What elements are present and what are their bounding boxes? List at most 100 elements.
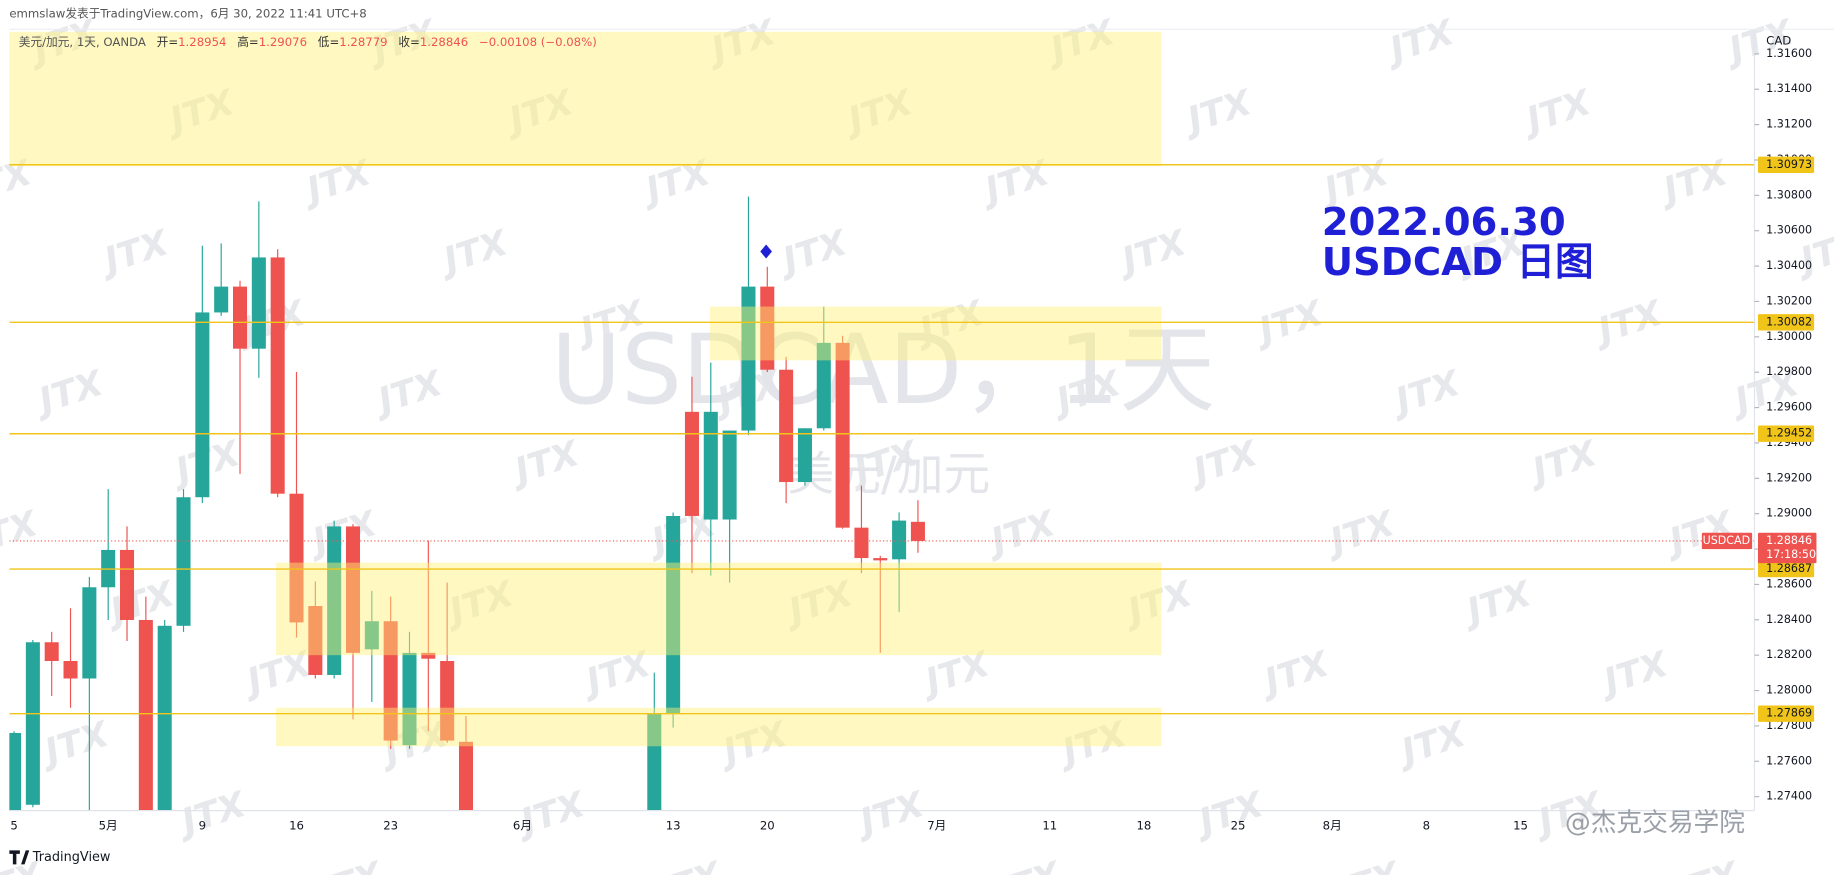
level-tag [1757, 314, 1815, 331]
y-tick-label: 1.29200 [1766, 471, 1812, 484]
y-tick-label: 1.27400 [1766, 790, 1812, 803]
legend-value: 1.29076 [259, 35, 307, 49]
level-tag [1757, 705, 1815, 722]
level-label: 1.30082 [1766, 315, 1812, 328]
legend-label: 收= [398, 35, 419, 49]
candle-body [63, 661, 78, 679]
x-tick-label: 18 [1136, 818, 1151, 832]
candle-body [816, 342, 831, 429]
candle-body [440, 661, 455, 741]
annotation-title: USDCAD 日图 [1322, 240, 1594, 285]
candle-body [383, 621, 398, 741]
y-tick-label: 1.30400 [1766, 259, 1812, 272]
candle-body [873, 558, 888, 561]
level-label: 1.27869 [1766, 707, 1812, 720]
header: emmslaw发表于TradingView.com，6月 30, 2022 11… [9, 7, 366, 21]
x-tick-label: 8 [1423, 818, 1430, 832]
y-tick-label: 1.28200 [1766, 648, 1812, 661]
y-tick-label: 1.31400 [1766, 82, 1812, 95]
x-tick-label: 25 [1231, 818, 1246, 832]
level-tag [1757, 560, 1815, 578]
legend-label: 低= [318, 35, 339, 49]
x-tick-label: 20 [760, 818, 775, 832]
level-label: 1.28687 [1766, 562, 1812, 575]
candle-body [835, 342, 850, 528]
legend-label: 高= [237, 35, 258, 49]
candle-body [214, 286, 229, 313]
x-tick-label: 8月 [1323, 818, 1342, 832]
y-tick-label: 1.31200 [1766, 118, 1812, 131]
plot-area [9, 31, 1755, 811]
candle-body [157, 625, 172, 811]
y-tick-label: 1.29600 [1766, 401, 1812, 414]
candle-body [364, 621, 379, 650]
y-tick-label: 1.30000 [1766, 330, 1812, 343]
x-tick-label: 5 [10, 818, 17, 832]
y-tick-label: 1.30200 [1766, 294, 1812, 307]
credit: @杰克交易学院 [1565, 808, 1745, 838]
brand: TradingView [9, 850, 110, 865]
candle-body [421, 652, 436, 659]
legend-value: 1.28846 [420, 35, 468, 49]
candle-body [251, 257, 266, 349]
x-tick-label: 16 [289, 818, 304, 832]
candle-body [666, 515, 681, 714]
countdown: 17:18:50 [1766, 548, 1816, 561]
candle-body [684, 411, 699, 516]
y-tick-label: 1.27800 [1766, 719, 1812, 732]
candle-body [458, 741, 474, 811]
x-tick-label: 11 [1042, 818, 1057, 832]
x-tick-label: 13 [666, 818, 681, 832]
candle-body [176, 497, 191, 626]
candle-body [308, 606, 323, 675]
y-tick-label: 1.28000 [1766, 684, 1812, 697]
x-tick-label: 9 [199, 818, 206, 832]
candle-body [797, 428, 812, 483]
candle-body [44, 642, 59, 662]
y-tick-label: 1.27600 [1766, 754, 1812, 767]
level-label: 1.29452 [1766, 427, 1812, 440]
level-label: 1.30973 [1766, 158, 1812, 171]
candle-body [9, 732, 22, 811]
zone [9, 31, 1162, 167]
axis-layer: 1.27400 1.27600 1.27800 1.28000 1.28200 1.284… [10, 47, 1817, 832]
candle-body [760, 286, 775, 370]
y-tick-label: 1.29800 [1766, 365, 1812, 378]
legend-label: 开= [157, 35, 178, 49]
candle-body [289, 493, 304, 623]
legend-change: −0.00108 (−0.08%) [479, 35, 597, 49]
y-tick-label: 1.30600 [1766, 224, 1812, 237]
candle-body [232, 286, 248, 349]
level-tag [1757, 425, 1815, 442]
symbol-watermark: USDCAD，1天 [551, 314, 1215, 426]
x-tick-label: 7月 [927, 818, 946, 832]
candle-body [402, 652, 417, 746]
candle-body [270, 257, 285, 494]
candle-body [120, 549, 135, 620]
annotation-date: 2022.06.30 [1322, 200, 1566, 245]
candle-body [138, 619, 153, 811]
brand-text: TradingView [32, 850, 111, 865]
x-tick-label: 15 [1513, 818, 1528, 832]
y-tick-label: 1.28400 [1766, 613, 1812, 626]
candle-body [82, 587, 97, 679]
price-tag [1757, 532, 1817, 564]
zone [276, 562, 1162, 656]
y-tick-label: 1.30800 [1766, 188, 1812, 201]
price-tag-label: 1.28846 [1766, 534, 1812, 547]
candle-body [779, 369, 794, 483]
legend-symbol: 美元/加元, 1天, OANDA [19, 35, 146, 49]
symbol-tag [1701, 532, 1753, 550]
candle-body [647, 713, 662, 811]
candle-body [854, 527, 869, 559]
candle-body [25, 642, 40, 805]
x-tick-label: 23 [383, 818, 398, 832]
legend-value: 1.28779 [339, 35, 387, 49]
legend: 美元/加元, 1天, OANDA 开=1.28954 高=1.29076 低=1… [19, 35, 597, 49]
zone [709, 306, 1162, 361]
x-tick-label: 6月 [513, 818, 532, 832]
candle-body [910, 521, 925, 541]
